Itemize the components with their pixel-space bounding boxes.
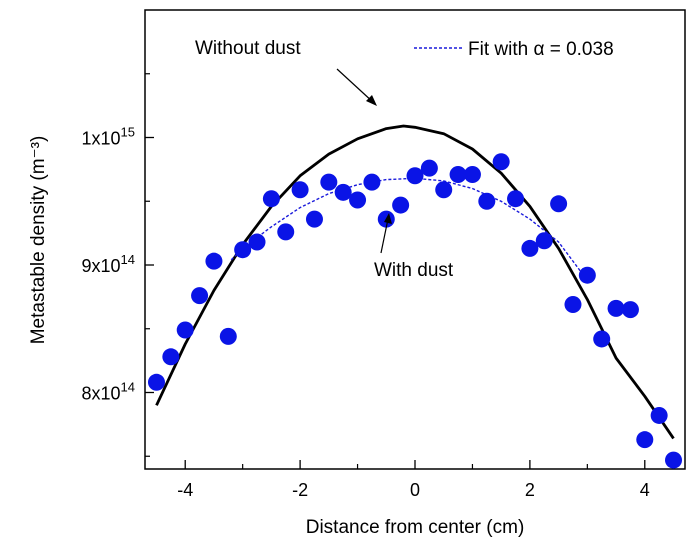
data-point	[277, 223, 295, 241]
x-tick-label-2: 0	[410, 480, 420, 500]
data-point	[578, 266, 596, 284]
data-point	[334, 183, 352, 201]
annotation-without-dust: Without dust	[195, 38, 301, 59]
data-point	[363, 173, 381, 191]
x-tick-label-4: 4	[640, 480, 650, 500]
data-point	[665, 451, 683, 469]
data-point	[535, 232, 553, 250]
data-point	[564, 296, 582, 314]
series-layer	[147, 124, 683, 469]
data-point	[320, 173, 338, 191]
data-point	[621, 301, 639, 319]
y-tick-label-2: 1x1015	[81, 125, 135, 149]
x-tick-label-3: 2	[525, 480, 535, 500]
data-point	[162, 348, 180, 366]
series-line-0	[155, 124, 675, 440]
data-point	[607, 299, 625, 317]
annotation-without-dust-arrowhead	[366, 95, 377, 106]
annotation-with-dust: With dust	[374, 260, 454, 281]
data-point	[435, 181, 453, 199]
data-point	[650, 406, 668, 424]
legend: Fit with α = 0.038	[414, 39, 614, 60]
data-point	[463, 165, 481, 183]
data-point	[234, 241, 252, 259]
data-point	[420, 159, 438, 177]
data-point	[176, 321, 194, 339]
data-point	[349, 191, 367, 209]
x-tick-label-1: -2	[292, 480, 308, 500]
data-point	[507, 190, 525, 208]
data-point	[392, 196, 410, 214]
data-point	[478, 192, 496, 210]
data-point	[205, 252, 223, 270]
y-axis-title: Metastable density (m⁻³)	[28, 136, 49, 345]
data-point	[636, 431, 654, 449]
data-point	[593, 330, 611, 348]
series-line-1	[230, 177, 588, 281]
data-point	[248, 233, 266, 251]
legend-fit-label: Fit with α = 0.038	[468, 39, 614, 60]
axis-ticks: -4 -2 0 2 4 8x1014 9x1014 1x1015	[81, 73, 650, 500]
annotation-with-dust-arrowhead	[384, 213, 392, 224]
y-tick-label-1: 9x1014	[81, 252, 135, 276]
data-point	[262, 190, 280, 208]
y-tick-label-0: 8x1014	[81, 380, 135, 404]
data-point	[291, 181, 309, 199]
data-point	[147, 373, 165, 391]
data-point	[521, 239, 539, 257]
data-point	[219, 327, 237, 345]
plot-frame	[144, 9, 686, 470]
data-point	[550, 195, 568, 213]
annotation-without-dust-arrow	[336, 68, 375, 104]
x-axis-title: Distance from center (cm)	[306, 517, 525, 538]
annotation-with-dust-arrow	[380, 218, 389, 254]
data-point	[191, 287, 209, 305]
data-point	[449, 165, 467, 183]
x-tick-label-0: -4	[177, 480, 193, 500]
data-point	[305, 210, 323, 228]
data-point	[492, 153, 510, 171]
data-point	[406, 167, 424, 185]
